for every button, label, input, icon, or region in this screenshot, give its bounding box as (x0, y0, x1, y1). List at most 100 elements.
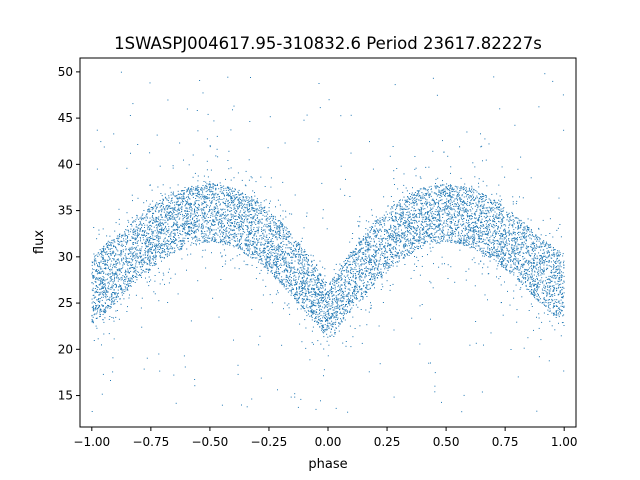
scatter-point (194, 172, 196, 174)
scatter-point (232, 202, 234, 204)
scatter-point (318, 322, 320, 324)
scatter-point (538, 294, 539, 296)
scatter-point (93, 314, 95, 316)
scatter-point (221, 221, 223, 223)
scatter-point (526, 229, 528, 231)
scatter-point (344, 263, 346, 265)
scatter-point (252, 251, 254, 253)
scatter-point (452, 208, 454, 210)
scatter-point (465, 196, 467, 198)
scatter-point (423, 227, 425, 229)
scatter-point (458, 205, 460, 206)
scatter-point (449, 226, 451, 228)
scatter-point (285, 238, 287, 240)
scatter-point (147, 258, 149, 260)
scatter-point (367, 247, 369, 249)
scatter-point (429, 247, 431, 249)
scatter-point (500, 251, 502, 252)
scatter-point (341, 273, 343, 275)
scatter-point (474, 214, 476, 216)
scatter-point (160, 243, 162, 245)
scatter-point (542, 260, 544, 261)
scatter-point (219, 229, 221, 231)
scatter-point (520, 225, 522, 227)
scatter-point (517, 244, 519, 246)
scatter-point (270, 249, 272, 250)
scatter-point (414, 216, 416, 218)
scatter-point (345, 264, 346, 266)
scatter-point (435, 193, 437, 195)
scatter-point (216, 202, 217, 204)
scatter-point (283, 244, 285, 245)
scatter-point (395, 235, 397, 237)
scatter-point (359, 325, 361, 327)
scatter-point (489, 207, 491, 209)
scatter-point (267, 268, 269, 270)
scatter-point (469, 217, 471, 219)
scatter-point (254, 251, 256, 253)
scatter-point (526, 245, 528, 247)
scatter-point (209, 220, 211, 222)
scatter-point (546, 282, 548, 284)
scatter-point (181, 207, 183, 209)
scatter-point (116, 235, 118, 237)
scatter-point (108, 253, 110, 254)
scatter-point (175, 242, 177, 244)
scatter-point (557, 275, 558, 277)
scatter-point (283, 283, 285, 285)
scatter-point (528, 278, 530, 280)
scatter-point (354, 297, 356, 299)
scatter-point (358, 269, 360, 271)
scatter-point (406, 201, 408, 203)
scatter-point (543, 256, 545, 257)
scatter-point (447, 215, 449, 217)
scatter-point (159, 253, 161, 255)
scatter-point (528, 246, 530, 247)
scatter-point (319, 312, 321, 314)
scatter-point (437, 177, 439, 179)
scatter-point (388, 244, 390, 246)
scatter-point (524, 235, 525, 237)
scatter-point (193, 243, 195, 244)
scatter-point (536, 264, 538, 266)
scatter-point (172, 191, 174, 193)
scatter-point (543, 269, 545, 271)
scatter-point (289, 279, 291, 281)
scatter-point (553, 256, 555, 258)
scatter-point (172, 239, 174, 240)
scatter-point (217, 222, 219, 224)
scatter-point (171, 207, 173, 209)
scatter-point (416, 194, 418, 196)
scatter-point (182, 228, 184, 230)
scatter-point (253, 228, 255, 230)
scatter-point (497, 257, 499, 259)
scatter-point (271, 216, 273, 218)
scatter-point (344, 279, 346, 281)
scatter-point (407, 239, 409, 240)
scatter-point (548, 265, 550, 267)
scatter-point (434, 233, 436, 235)
scatter-point (536, 255, 538, 257)
scatter-point (155, 220, 157, 222)
scatter-point (286, 304, 288, 306)
scatter-point (511, 213, 513, 214)
scatter-point (225, 203, 226, 205)
scatter-point (392, 256, 394, 258)
scatter-point (339, 308, 341, 310)
scatter-point (461, 229, 463, 231)
scatter-point (334, 284, 336, 286)
scatter-point (536, 316, 537, 318)
scatter-point (198, 206, 200, 208)
scatter-point (309, 359, 311, 361)
scatter-point (166, 208, 168, 210)
scatter-point (156, 236, 158, 238)
scatter-point (461, 210, 463, 212)
scatter-point (182, 190, 184, 192)
scatter-point (257, 241, 259, 243)
scatter-point (109, 250, 111, 252)
scatter-point (401, 237, 403, 239)
scatter-point (176, 202, 178, 204)
scatter-point (141, 271, 143, 273)
scatter-point (423, 238, 425, 240)
scatter-point (253, 227, 255, 229)
